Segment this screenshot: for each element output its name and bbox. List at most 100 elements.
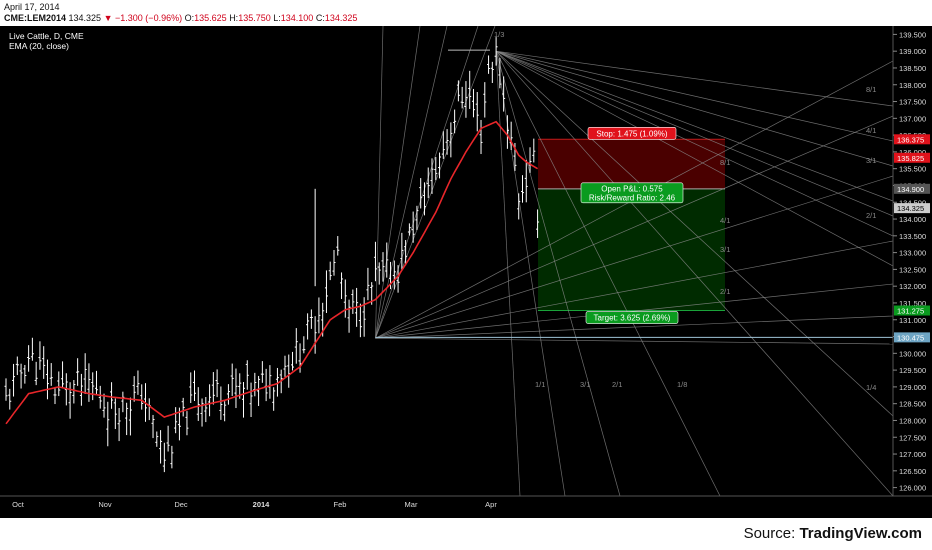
ohlc-bar: [502, 76, 506, 112]
y-tick-label: 137.000: [899, 114, 926, 123]
ohlc-bar: [155, 431, 159, 447]
ohlc-bar: [242, 382, 246, 418]
y-tick-label: 139.500: [899, 30, 926, 39]
ohlc-bar: [245, 360, 249, 390]
x-tick-label: Apr: [485, 500, 497, 509]
gann-fan-label: 2/1: [866, 211, 876, 220]
target-badge[interactable]: Target: 3.625 (2.69%): [585, 311, 679, 324]
price-tag-box: [894, 332, 930, 343]
gann-fan-down-line: [495, 50, 894, 202]
ohlc-bar: [460, 86, 464, 109]
stop-badge-box: [587, 127, 677, 140]
gann-fan-label: 4/1: [866, 126, 876, 135]
stop-badge-text: Stop: 1.475 (1.09%): [596, 129, 667, 138]
y-tick-label: 139.000: [899, 47, 926, 56]
ohlc-bar: [117, 408, 121, 442]
ohlc-bar: [30, 337, 34, 361]
stop-badge[interactable]: Stop: 1.475 (1.09%): [587, 127, 677, 140]
footer: Source: TradingView.com: [0, 518, 932, 550]
x-tick-label: Dec: [174, 500, 188, 509]
price-tag-box: [894, 152, 930, 163]
ohlc-bar: [366, 267, 370, 301]
gann-fan-up-line: [375, 26, 384, 339]
y-tick-label: 126.000: [899, 484, 926, 493]
ohlc-bar: [524, 160, 528, 203]
ohlc-bar: [136, 370, 140, 395]
ohlc-bar: [170, 445, 174, 469]
gann-fan-label: 3/1: [580, 380, 590, 389]
price-tag-label: 134.900: [897, 185, 924, 194]
close-value: 134.325: [324, 13, 358, 23]
chart-header: April 17, 2014 CME:LEM2014 134.325 ▼ −1.…: [0, 0, 932, 26]
position-zones: [538, 138, 725, 312]
gann-fan-down-line: [496, 50, 894, 167]
pnl-badge-box: [580, 182, 684, 204]
price-tags: 136.375 135.825 134.900 134.325 131.275 130.4…: [894, 134, 930, 343]
price-chart[interactable]: 8/1 4/1 3/1 2/1 8/1 4/1 3/1 2/1 1/1 3/1 2/1 1/8 1/4 1…: [0, 26, 932, 518]
ohlc-bar: [181, 397, 185, 417]
price-axis[interactable]: 126.000 126.500 127.000 127.500 128.000 128.5…: [893, 30, 926, 493]
ohlc-bar: [332, 250, 336, 276]
price-tag-label: 130.475: [897, 333, 924, 342]
x-tick-label: Oct: [12, 500, 25, 509]
ohlc-bar: [76, 358, 80, 386]
ohlc-bar: [487, 55, 491, 74]
ohlc-bar: [87, 363, 91, 402]
y-tick-label: 133.500: [899, 232, 926, 241]
gann-fan-up-line: [375, 315, 894, 339]
gann-fan-label: 2/1: [612, 380, 622, 389]
ohlc-bar: [272, 387, 276, 411]
ohlc-bar: [400, 232, 404, 270]
ohlc-bar: [498, 57, 502, 89]
y-tick-label: 132.000: [899, 282, 926, 291]
close-label: C:: [315, 13, 325, 23]
ohlc-bar: [106, 401, 110, 447]
ohlc-bar: [257, 375, 261, 406]
ohlc-bar: [61, 361, 65, 388]
ohlc-bar: [98, 385, 102, 409]
ohlc-bar: [260, 361, 264, 383]
ohlc-bar: [8, 388, 12, 410]
ohlc-bar: [396, 265, 400, 293]
symbol-label[interactable]: CME:LEM2014: [4, 13, 67, 23]
price-tag-label: 136.375: [897, 135, 924, 144]
y-tick-label: 131.000: [899, 316, 926, 325]
time-axis[interactable]: Oct Nov Dec 2014 Feb Mar Apr: [12, 500, 497, 509]
y-tick-label: 128.500: [899, 400, 926, 409]
ohlc-bar: [419, 178, 423, 209]
target-zone: [538, 188, 725, 311]
indicator-label: EMA (20, close): [9, 41, 69, 51]
ohlc-bar: [15, 356, 19, 376]
ohlc-bar: [381, 252, 385, 282]
gann-fan-label: 2/1: [720, 287, 730, 296]
gann-fan-up-line: [375, 175, 894, 339]
y-tick-label: 135.500: [899, 165, 926, 174]
ohlc-bar: [91, 372, 95, 401]
price-tag-box: [894, 134, 930, 145]
price-tag-label: 134.325: [897, 204, 924, 213]
ohlc-bar: [453, 109, 457, 134]
ohlc-bar: [479, 119, 483, 155]
ohlc-bar: [291, 351, 295, 371]
stop-zone: [538, 139, 725, 189]
gann-fan-label: 8/1: [866, 85, 876, 94]
source-credit: Source: TradingView.com: [744, 525, 922, 542]
ohlc-bar: [426, 167, 430, 199]
ohlc-bar: [404, 239, 408, 266]
ohlc-bar: [249, 382, 253, 418]
ohlc-bar: [471, 88, 475, 118]
gann-fan-label: 1/1: [535, 380, 545, 389]
ohlc-bar: [219, 386, 223, 420]
position-badges[interactable]: Stop: 1.475 (1.09%) Open P&L: 0.575Risk/R…: [580, 127, 684, 324]
gann-fan-label: 1/3: [494, 30, 504, 39]
ohlc-bar: [441, 131, 445, 159]
x-tick-label: Mar: [405, 500, 418, 509]
open-value: 135.625: [194, 13, 227, 23]
gann-fan-down-line: [495, 50, 894, 497]
gann-fan-up-line: [375, 26, 421, 339]
ohlc-bar: [309, 309, 313, 329]
y-tick-label: 126.500: [899, 467, 926, 476]
ohlc-bar: [94, 370, 98, 395]
chart-title: Live Cattle, D, CME: [9, 31, 84, 41]
